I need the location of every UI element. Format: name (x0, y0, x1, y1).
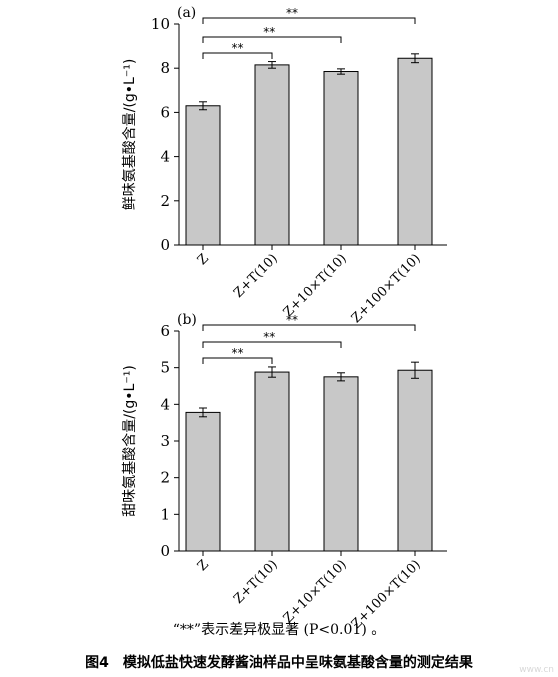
significance-bracket (202, 36, 342, 43)
chart-panel-1: 0 2 4 6 8 10 鲜味氨基酸含量/(g•L⁻¹) (a) Z Z+T(10) Z+10×T(… (121, 5, 447, 326)
y-tick-label: 1 (160, 505, 170, 523)
significance-bracket (202, 52, 273, 59)
significance-label: ** (263, 330, 275, 344)
significance-label: ** (232, 41, 244, 55)
chart-panel-2: 0 1 2 3 4 5 6 甜味氨基酸含量/(g•L⁻¹) (b) Z Z+T(10) Z+10×T(… (121, 312, 447, 632)
y-tick-label: 6 (160, 103, 170, 121)
significance-label: ** (263, 25, 275, 39)
watermark: www.cn (519, 665, 554, 675)
bar (185, 105, 221, 246)
y-tick-label: 0 (160, 236, 170, 254)
category-label: Z+10×T(10) (281, 251, 350, 320)
significance-bracket (202, 341, 342, 348)
category-label: Z+T(10) (231, 251, 281, 301)
category-label: Z (195, 251, 212, 268)
category-label: Z (195, 557, 212, 574)
bar (323, 71, 359, 246)
bar (185, 411, 221, 552)
category-label: Z+10×T(10) (281, 557, 350, 626)
y-tick-label: 10 (151, 15, 170, 33)
y-tick-label: 4 (160, 148, 170, 166)
y-tick-label: 0 (160, 542, 170, 560)
y-tick-label: 5 (160, 359, 170, 377)
y-tick-label: 2 (160, 192, 170, 210)
figure-caption: 图4 模拟低盐快速发酵酱油样品中呈味氨基酸含量的测定结果 (85, 655, 473, 671)
significance-label: ** (232, 346, 244, 360)
panel-label: (b) (177, 312, 197, 328)
y-tick-label: 4 (160, 395, 170, 413)
bar (397, 57, 433, 246)
category-label: Z+100×T(10) (349, 251, 424, 326)
bar (254, 64, 290, 246)
bar (254, 371, 290, 552)
y-tick-label: 2 (160, 469, 170, 487)
y-axis-label: 甜味氨基酸含量/(g•L⁻¹) (121, 365, 138, 517)
significance-bracket (202, 324, 416, 331)
bar (323, 376, 359, 552)
significance-bracket (202, 357, 273, 364)
panel-label: (a) (177, 5, 196, 21)
y-axis-label: 鲜味氨基酸含量/(g•L⁻¹) (121, 59, 138, 211)
bar (397, 369, 433, 552)
y-tick-label: 8 (160, 59, 170, 77)
category-label: Z+T(10) (231, 557, 281, 607)
significance-bracket (202, 17, 416, 24)
significance-label: ** (286, 313, 298, 327)
significance-label: ** (286, 6, 298, 20)
significance-note: “**”表示差异极显著 (P<0.01) 。 (172, 622, 386, 638)
y-tick-label: 3 (160, 432, 170, 450)
y-tick-label: 6 (160, 322, 170, 340)
